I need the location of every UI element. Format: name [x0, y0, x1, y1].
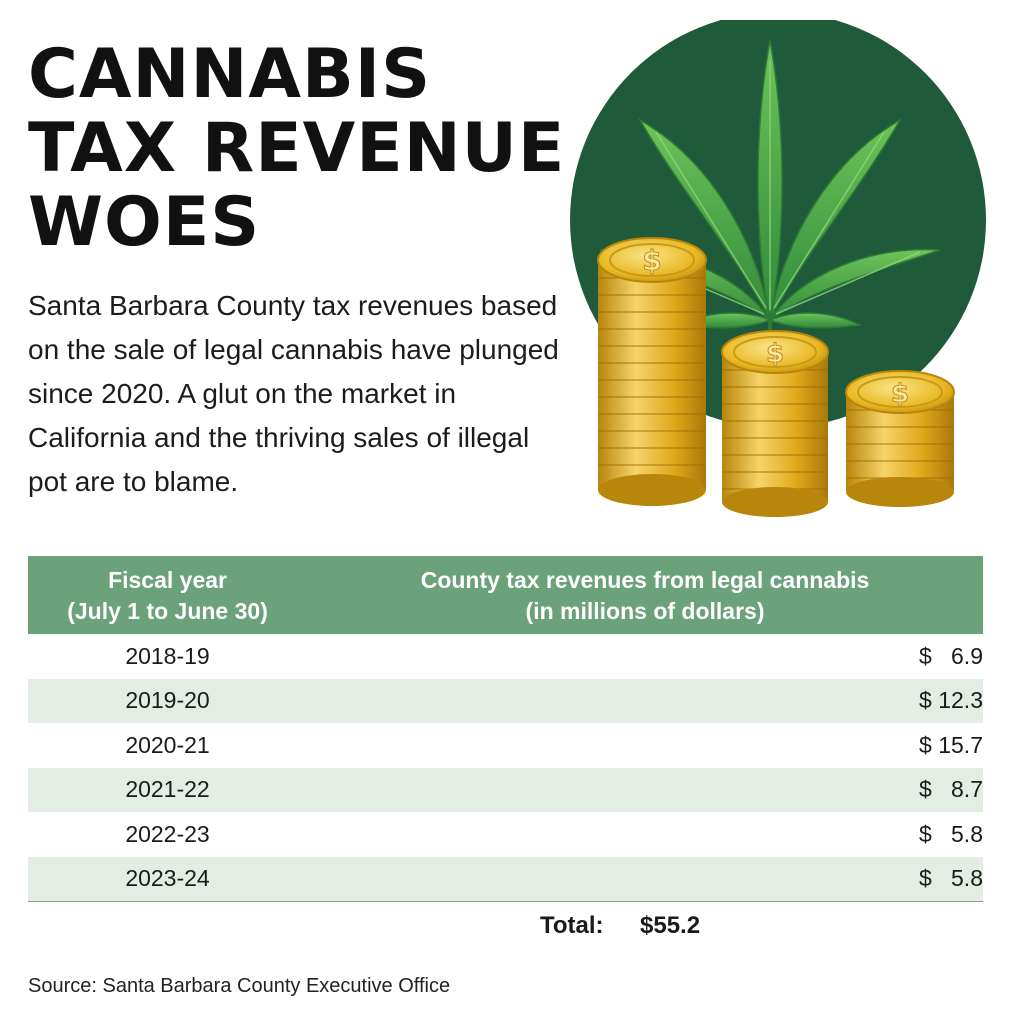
dollar-sign-icon: $ — [766, 339, 784, 369]
total-label: Total: — [540, 912, 604, 939]
value-cell: $ 12.3 — [307, 678, 983, 723]
value-text: $ 8.7 — [919, 776, 983, 803]
value-text: $ 5.8 — [919, 865, 983, 892]
value-cell: $ 6.9 — [307, 634, 983, 679]
table-row: 2023-24 $ 5.8 — [28, 856, 983, 902]
value-text: $ 5.8 — [919, 820, 983, 847]
table-row: 2020-21 $ 15.7 — [28, 723, 983, 768]
total-value: $55.2 — [640, 912, 701, 939]
coin-stack-medium: $ — [721, 330, 829, 517]
source-note: Source: Santa Barbara County Executive O… — [28, 975, 451, 997]
value-cell: $ 8.7 — [307, 767, 983, 812]
header-fiscal-year: Fiscal year (July 1 to June 30) — [28, 556, 308, 634]
value-text: $ 12.3 — [919, 687, 983, 714]
year-cell: 2020-21 — [125, 731, 210, 758]
coin-stack-large: $ — [597, 237, 707, 506]
intro-text: Santa Barbara County tax revenues based … — [28, 290, 559, 497]
table-row: 2018-19 $ 6.9 — [28, 634, 983, 679]
page-title: CANNABIS TAX REVENUE WOES — [28, 38, 565, 260]
title-line: CANNABIS — [28, 35, 432, 114]
year-cell: 2019-20 — [28, 678, 308, 723]
value-cell: $ 15.7 — [307, 723, 983, 768]
header-sublabel: (in millions of dollars) — [525, 598, 765, 624]
year-cell: 2022-23 — [125, 820, 210, 847]
title-line: TAX REVENUE — [28, 109, 566, 188]
header-label: Fiscal year — [108, 567, 227, 593]
table-row: 2021-22 $ 8.7 — [28, 767, 983, 812]
table-header-row: Fiscal year (July 1 to June 30) County t… — [28, 556, 983, 634]
year-cell: 2023-24 — [28, 856, 308, 902]
dollar-sign-icon: $ — [891, 379, 909, 409]
table-row: 2019-20 $ 12.3 — [28, 678, 983, 723]
table-row: 2022-23 $ 5.8 — [28, 812, 983, 857]
title-line: WOES — [28, 183, 261, 262]
cannabis-coins-illustration: $ $ $ — [570, 20, 986, 517]
coin-stack-small: $ — [845, 370, 955, 507]
header-label: County tax revenues from legal cannabis — [420, 567, 870, 593]
year-cell: 2018-19 — [125, 642, 210, 669]
value-cell: $ 5.8 — [307, 856, 983, 902]
value-text: $ 15.7 — [919, 731, 983, 758]
value-text: $ 6.9 — [919, 642, 983, 669]
header-revenue: County tax revenues from legal cannabis … — [307, 556, 983, 634]
year-cell: 2021-22 — [28, 767, 308, 812]
value-cell: $ 5.8 — [307, 812, 983, 857]
header-sublabel: (July 1 to June 30) — [67, 598, 268, 624]
dollar-sign-icon: $ — [642, 244, 661, 277]
revenue-table: Fiscal year (July 1 to June 30) County t… — [28, 556, 983, 902]
